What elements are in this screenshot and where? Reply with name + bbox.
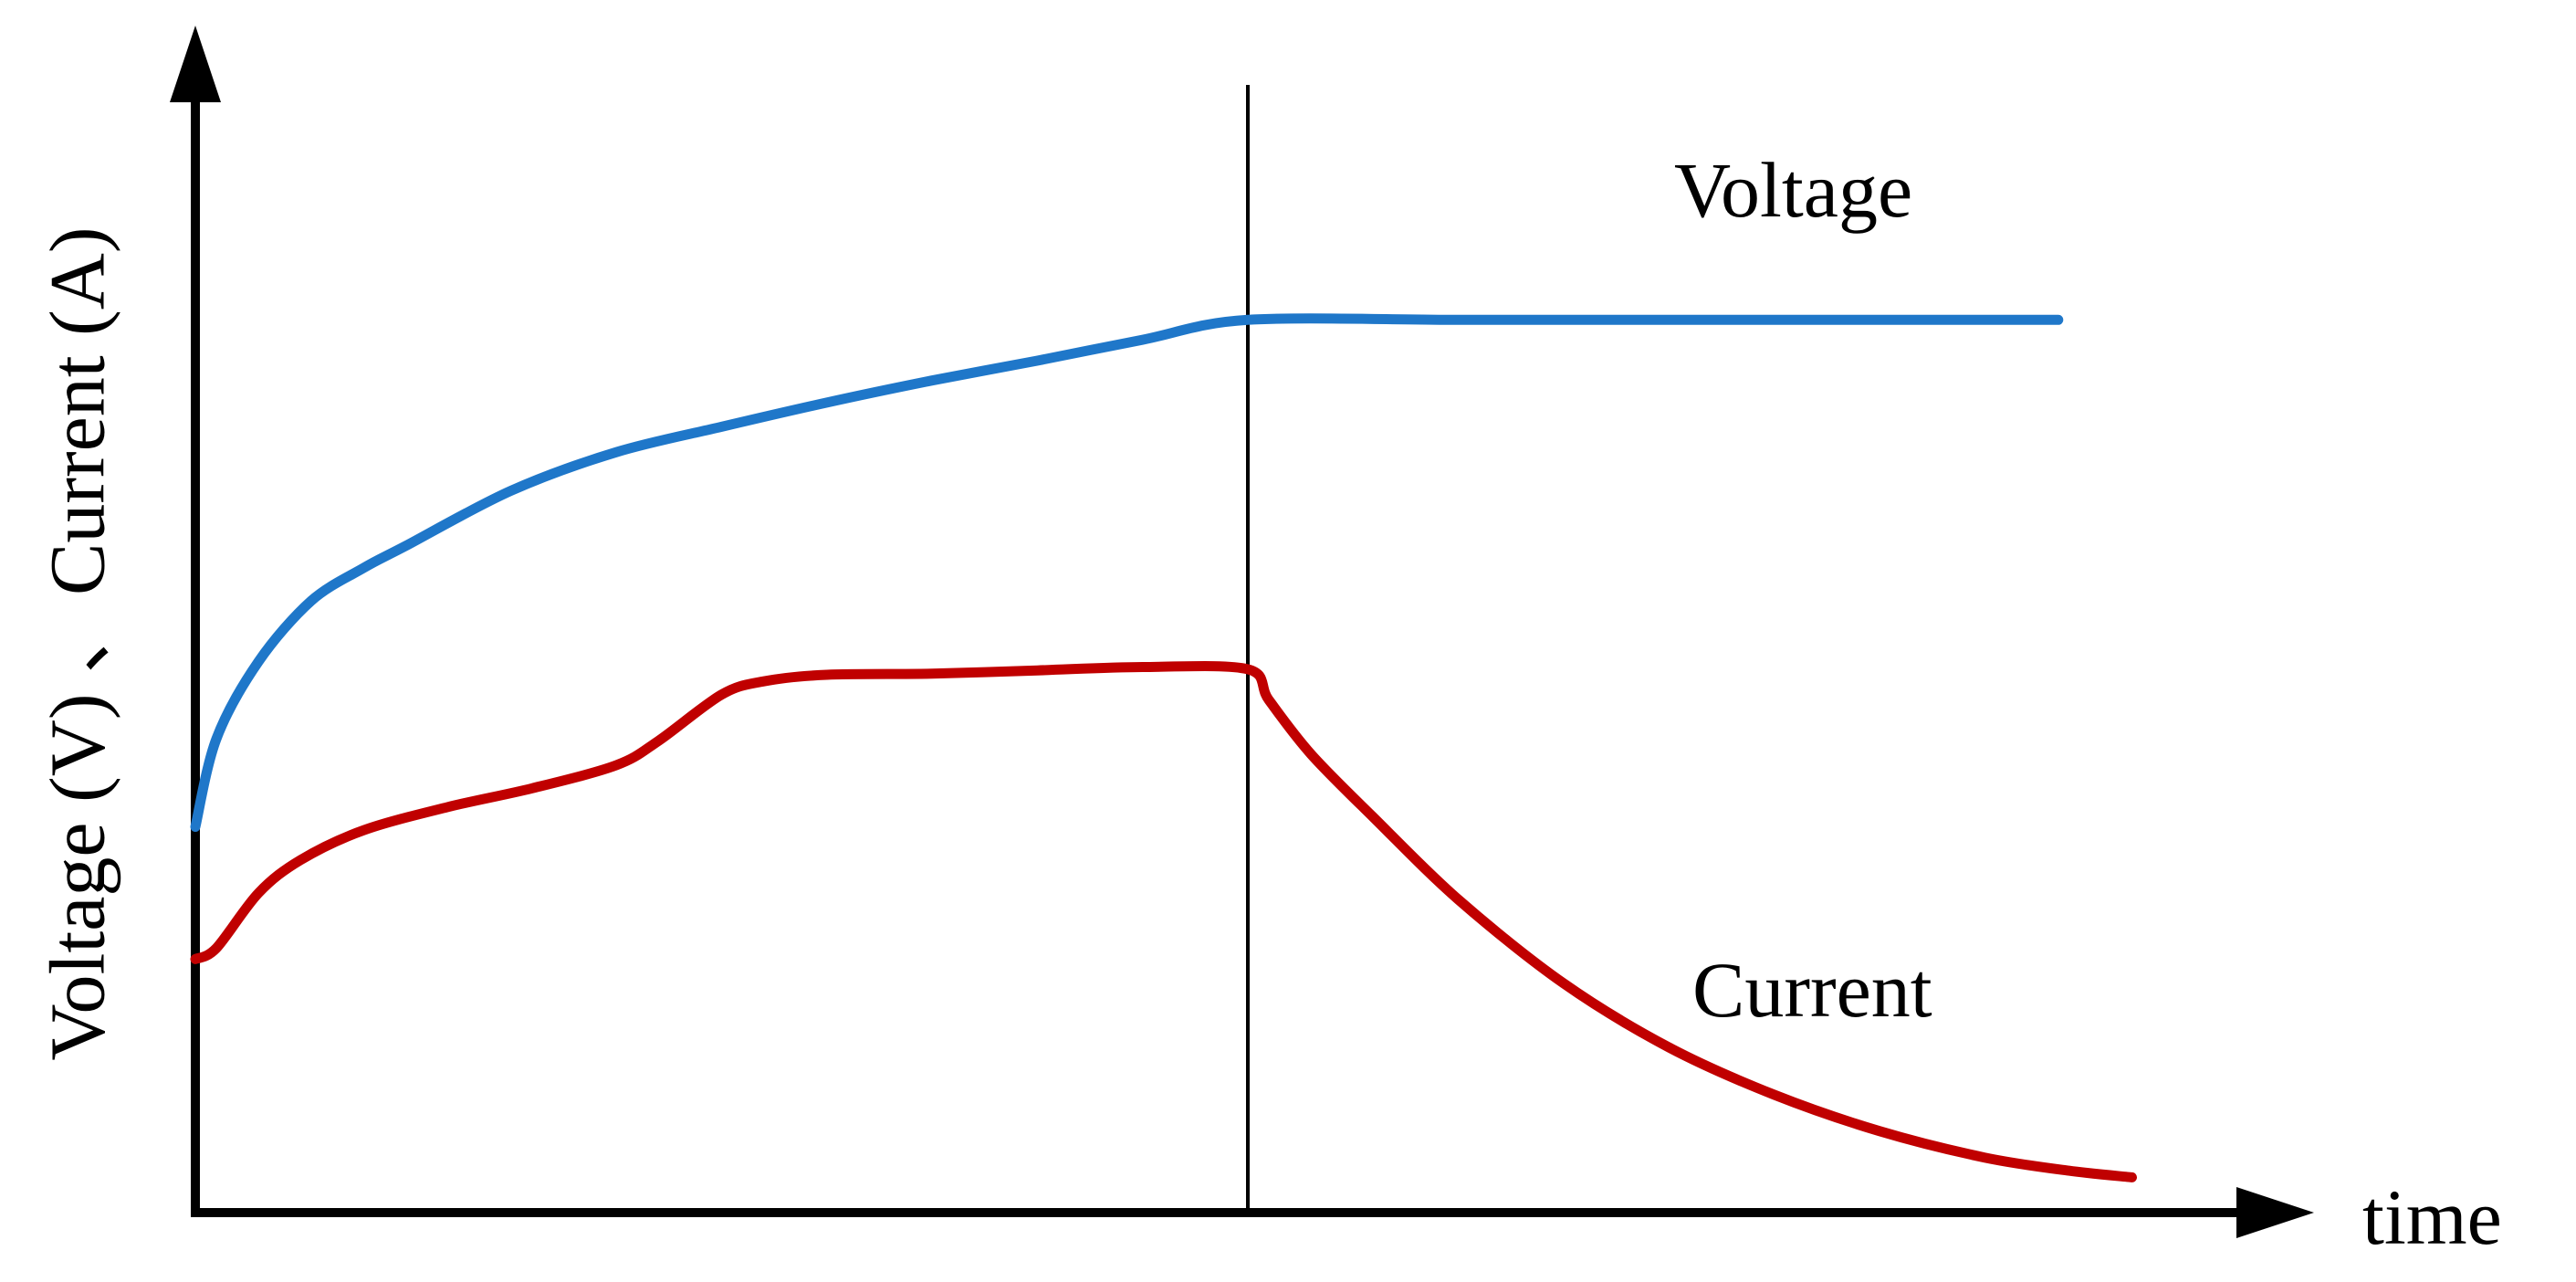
y-axis-arrowhead	[170, 26, 221, 102]
series-label-current: Current	[1692, 946, 1932, 1034]
y-axis-label: Voltage (V) 、Current (A)	[34, 226, 121, 1060]
series-label-voltage: Voltage	[1674, 146, 1912, 234]
series-layer	[190, 313, 2137, 1182]
x-axis-arrowhead	[2236, 1187, 2314, 1238]
axes-layer	[170, 26, 2314, 1238]
series-line-current	[190, 660, 2137, 1182]
labels-layer: Voltage (V) 、Current (A) time Voltage Cu…	[34, 146, 2502, 1261]
x-axis-label: time	[2362, 1173, 2502, 1261]
series-line-voltage	[190, 313, 2064, 832]
